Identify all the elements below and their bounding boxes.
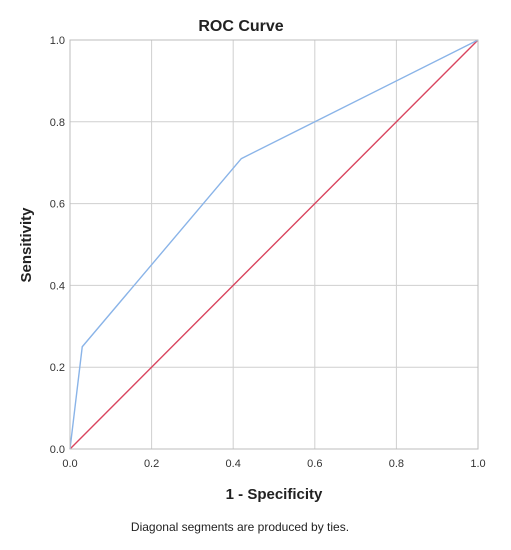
x-tick-label-0: 0.0 [62, 458, 77, 470]
plot-frame [69, 39, 479, 450]
x-tick-label-2: 0.4 [226, 458, 241, 470]
x-tick-label-3: 0.6 [307, 458, 322, 470]
x-axis-label: 1 - Specificity [226, 486, 323, 503]
series-layer [69, 39, 479, 450]
tick-labels: 0.0 0.2 0.4 0.6 0.8 1.0 0.0 0.2 0.4 0.6 0.8 1.0 [50, 35, 486, 470]
y-tick-label-4: 0.8 [50, 117, 65, 129]
reference-diagonal-line [69, 39, 479, 450]
chart-footnote: Diagonal segments are produced by ties. [131, 520, 349, 534]
y-axis-label: Sensitivity [18, 207, 35, 283]
x-tick-label-5: 1.0 [470, 458, 485, 470]
y-tick-label-3: 0.6 [50, 199, 65, 211]
grid [70, 40, 478, 449]
x-tick-label-1: 0.2 [144, 458, 159, 470]
y-tick-label-1: 0.2 [50, 362, 65, 374]
chart-title: ROC Curve [198, 18, 283, 35]
y-tick-label-2: 0.4 [50, 280, 65, 292]
roc-curve-line [69, 39, 479, 450]
y-tick-label-0: 0.0 [50, 444, 65, 456]
x-tick-label-4: 0.8 [389, 458, 404, 470]
y-tick-label-5: 1.0 [50, 35, 65, 47]
